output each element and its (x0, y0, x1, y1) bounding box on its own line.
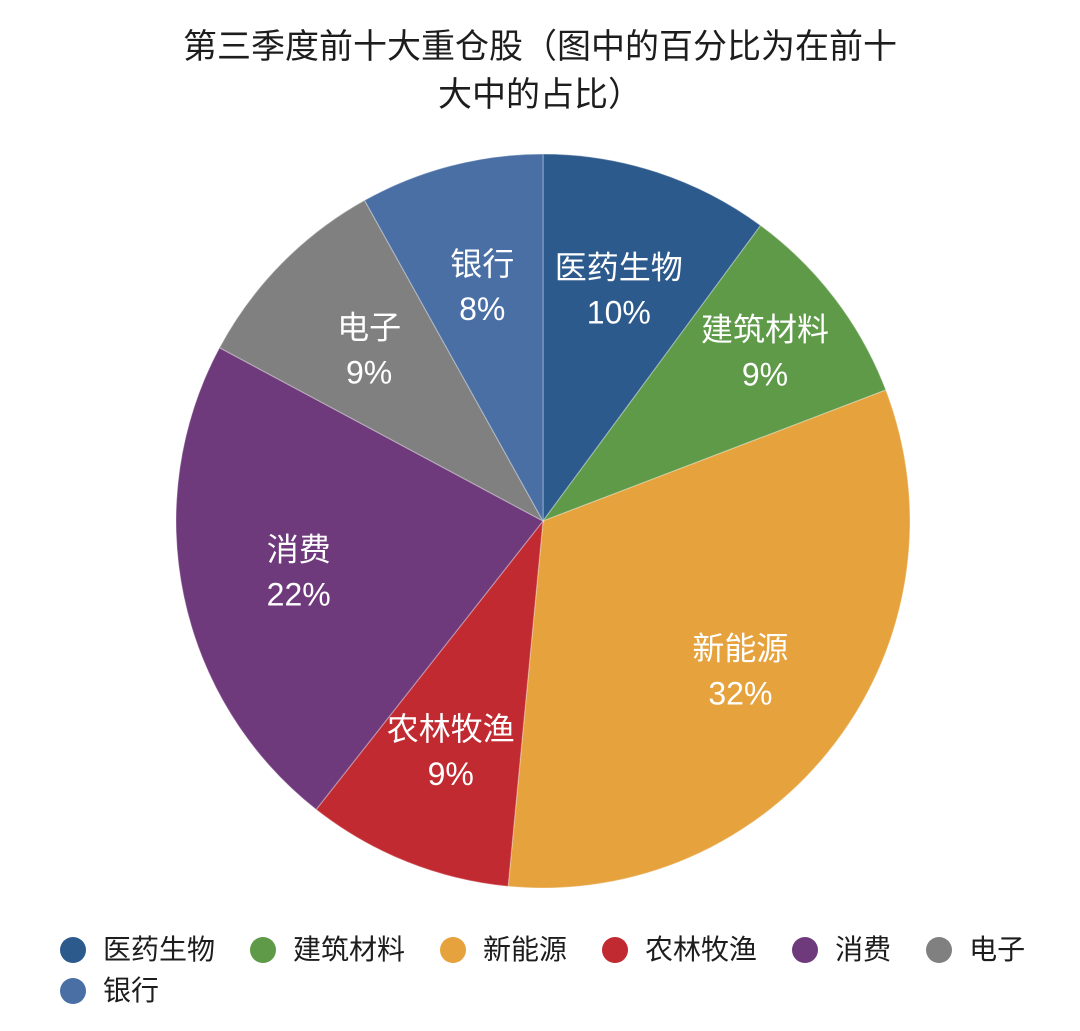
legend-item: 农林牧渔 (602, 935, 757, 965)
legend-label: 消费 (835, 934, 892, 965)
slice-category-label: 医药生物 (555, 250, 683, 286)
legend-swatch (602, 937, 629, 963)
legend-swatch (440, 937, 467, 963)
pie-slice-7 (363, 153, 544, 524)
slice-label-3: 新能源 32% (692, 631, 788, 712)
slice-category-label: 农林牧渔 (387, 711, 515, 747)
slice-label-1: 医药生物 10% (555, 250, 683, 331)
legend-item: 医药生物 (60, 935, 215, 965)
pie-slice-4 (315, 519, 544, 887)
slice-label-5: 消费 22% (267, 532, 331, 613)
legend-item: 建筑材料 (250, 935, 405, 965)
slice-category-label: 消费 (267, 532, 331, 568)
legend-label: 电子 (969, 934, 1026, 965)
legend-label: 银行 (103, 975, 160, 1006)
pie-slice-5 (175, 346, 544, 811)
legend-swatch (250, 937, 277, 963)
legend-swatch (60, 978, 86, 1004)
legend-item: 新能源 (440, 935, 567, 965)
legend-item: 电子 (926, 935, 1025, 965)
slice-value-label: 8% (459, 291, 505, 327)
slice-category-label: 新能源 (692, 631, 788, 667)
legend-swatch (792, 937, 819, 963)
legend-label: 新能源 (483, 934, 568, 965)
slice-label-6: 电子 9% (337, 309, 401, 390)
legend-swatch (60, 937, 86, 963)
slice-category-label: 银行 (450, 246, 514, 282)
legend-item: 消费 (792, 935, 891, 965)
legend-label: 建筑材料 (293, 934, 406, 965)
pie-slice-1 (542, 153, 762, 523)
slice-value-label: 10% (587, 295, 651, 331)
slice-value-label: 9% (428, 756, 474, 792)
slice-value-label: 22% (267, 577, 331, 613)
legend-swatch (926, 937, 953, 963)
chart-title: 第三季度前十大重仓股（图中的百分比为在前十大中的占比） (183, 28, 897, 114)
slice-value-label: 9% (346, 354, 392, 390)
slice-value-label: 32% (708, 676, 772, 712)
slice-value-label: 9% (742, 357, 788, 393)
pie-slices (175, 153, 911, 889)
pie-chart: 医药生物 10% 建筑材料 9% 新能源 32% 农林牧渔 9% 消费 22% 电子 9% 银行 8% (175, 153, 911, 889)
slice-category-label: 建筑材料 (701, 312, 829, 348)
legend-label: 医药生物 (103, 934, 216, 965)
slice-label-7: 银行 8% (450, 246, 514, 327)
legend-item: 银行 (60, 976, 159, 1006)
pie-slice-3 (507, 389, 911, 889)
slice-category-label: 电子 (337, 309, 401, 345)
legend: 医药生物 建筑材料 新能源 农林牧渔 消费 电子 银行 (60, 935, 1050, 1006)
pie-slice-6 (218, 199, 545, 523)
slice-label-4: 农林牧渔 9% (387, 711, 515, 792)
pie-slice-labels: 医药生物 10% 建筑材料 9% 新能源 32% 农林牧渔 9% 消费 22% 电子 9% 银行 8% (267, 246, 829, 792)
pie-slice-2 (541, 224, 887, 523)
slice-label-2: 建筑材料 9% (701, 312, 829, 393)
legend-label: 农林牧渔 (645, 934, 758, 965)
